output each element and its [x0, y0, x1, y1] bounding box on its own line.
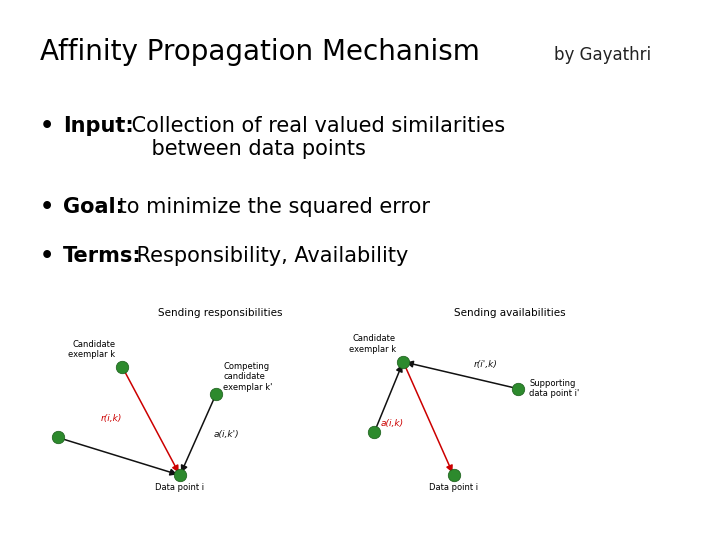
Text: by Gayathri: by Gayathri — [554, 46, 652, 64]
Text: Affinity Propagation Mechanism: Affinity Propagation Mechanism — [40, 38, 480, 66]
Text: Terms:: Terms: — [63, 246, 142, 266]
Text: Goal:: Goal: — [63, 197, 125, 217]
Text: Data point i: Data point i — [429, 483, 478, 492]
Text: Data point i: Data point i — [156, 483, 204, 492]
Text: Input:: Input: — [63, 116, 134, 136]
Text: Competing
candidate
exemplar k': Competing candidate exemplar k' — [223, 362, 273, 392]
Text: Candidate
exemplar k: Candidate exemplar k — [68, 340, 115, 359]
Text: a(i,k): a(i,k) — [381, 420, 404, 428]
Text: r(i',k): r(i',k) — [474, 360, 498, 369]
Text: Sending availabilities: Sending availabilities — [454, 308, 565, 318]
Text: Supporting
data point i': Supporting data point i' — [529, 379, 580, 399]
Text: Responsibility, Availability: Responsibility, Availability — [130, 246, 408, 266]
Text: •: • — [40, 197, 54, 217]
Text: to minimize the squared error: to minimize the squared error — [112, 197, 431, 217]
Text: Candidate
exemplar k: Candidate exemplar k — [349, 334, 396, 354]
Text: a(i,k'): a(i,k') — [214, 430, 240, 439]
Text: Sending responsibilities: Sending responsibilities — [158, 308, 283, 318]
Text: r(i,k): r(i,k) — [101, 414, 122, 423]
Text: Collection of real valued similarities
    between data points: Collection of real valued similarities b… — [125, 116, 505, 159]
Text: •: • — [40, 246, 54, 266]
Text: •: • — [40, 116, 54, 136]
